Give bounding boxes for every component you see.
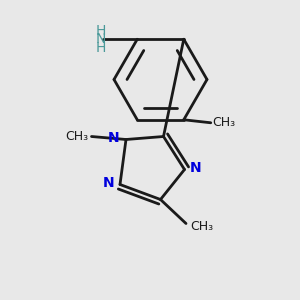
Text: H: H [96,24,106,38]
Text: N: N [96,32,106,46]
Text: N: N [108,131,119,145]
Text: N: N [103,176,114,190]
Text: CH₃: CH₃ [190,220,214,233]
Text: CH₃: CH₃ [65,130,88,143]
Text: CH₃: CH₃ [212,116,236,129]
Text: H: H [96,40,106,55]
Text: N: N [190,161,202,175]
